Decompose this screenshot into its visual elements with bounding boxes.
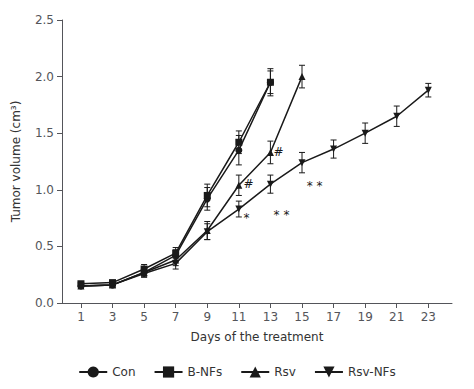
svg-text:1.5: 1.5 — [35, 126, 54, 140]
svg-text:1: 1 — [77, 310, 85, 324]
svg-text:17: 17 — [326, 310, 341, 324]
svg-text:* *: * * — [307, 179, 323, 193]
svg-text:#: # — [244, 177, 254, 191]
svg-text:Con: Con — [112, 365, 135, 379]
svg-text:15: 15 — [294, 310, 309, 324]
svg-text:Rsv: Rsv — [274, 365, 296, 379]
svg-text:0.5: 0.5 — [35, 239, 54, 253]
svg-text:5: 5 — [140, 310, 148, 324]
svg-text:* *: * * — [274, 208, 290, 222]
svg-text:B-NFs: B-NFs — [188, 365, 223, 379]
svg-text:3: 3 — [109, 310, 117, 324]
svg-text:Tumor volume (cm³): Tumor volume (cm³) — [9, 101, 23, 224]
svg-text:21: 21 — [389, 310, 404, 324]
svg-text:#: # — [274, 145, 284, 159]
svg-text:1.0: 1.0 — [35, 183, 54, 197]
svg-text:13: 13 — [263, 310, 278, 324]
svg-text:2.0: 2.0 — [35, 70, 54, 84]
svg-text:0.0: 0.0 — [35, 296, 54, 310]
svg-text:23: 23 — [421, 310, 436, 324]
svg-text:Days of the treatment: Days of the treatment — [191, 330, 324, 344]
svg-text:*: * — [244, 211, 250, 225]
svg-text:7: 7 — [172, 310, 180, 324]
svg-text:11: 11 — [231, 310, 246, 324]
svg-text:9: 9 — [203, 310, 211, 324]
svg-text:Rsv-NFs: Rsv-NFs — [348, 365, 396, 379]
svg-text:2.5: 2.5 — [35, 13, 54, 27]
svg-text:19: 19 — [358, 310, 373, 324]
